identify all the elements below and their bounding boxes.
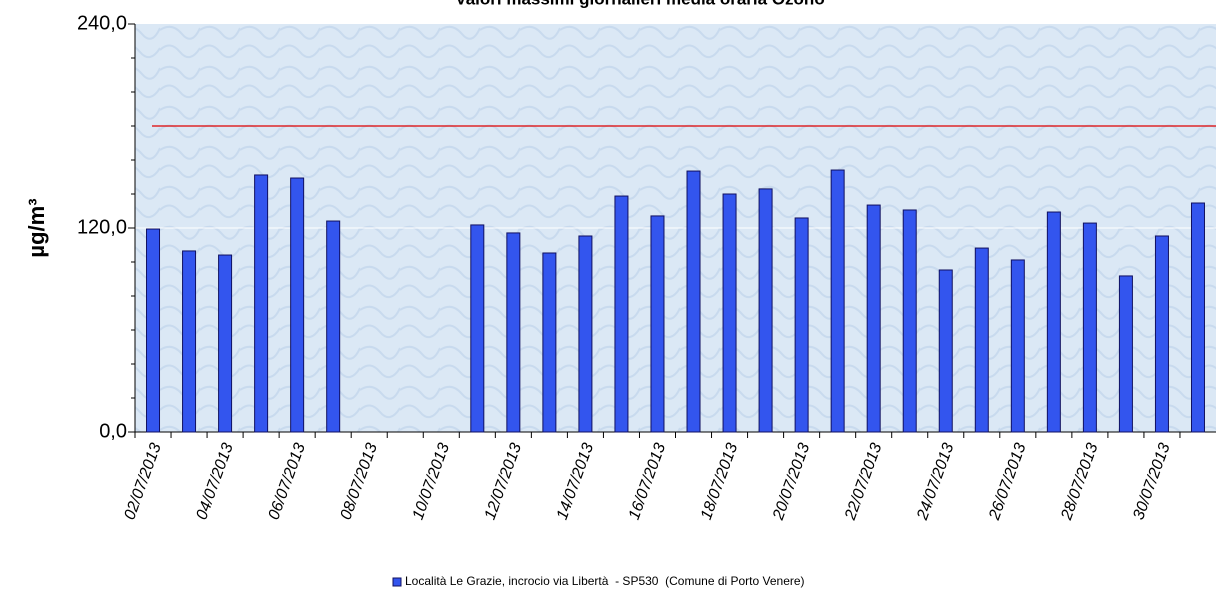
x-tick-label: 28/07/2013 [1058, 441, 1102, 523]
x-tick-label: 06/07/2013 [266, 441, 309, 522]
bar [1118, 275, 1133, 433]
x-tick-label: 30/07/2013 [1130, 441, 1173, 522]
x-tick-label: 24/07/2013 [914, 441, 958, 523]
bar [218, 254, 233, 433]
y-axis-label: µg/m³ [24, 198, 49, 257]
x-tick-label: 18/07/2013 [698, 441, 741, 522]
bar [182, 250, 197, 433]
x-tick-label: 26/07/2013 [986, 441, 1030, 523]
bar [794, 217, 809, 433]
bar [1154, 235, 1169, 433]
y-tick-label: 0,0 [99, 420, 127, 442]
x-tick-label: 04/07/2013 [193, 441, 236, 522]
bar [470, 224, 485, 433]
bar [1046, 211, 1061, 433]
bar [938, 269, 953, 433]
bar [686, 170, 701, 433]
x-tick-label: 20/07/2013 [770, 441, 814, 523]
x-tick-label: 16/07/2013 [626, 441, 669, 522]
x-tick-label: 12/07/2013 [482, 441, 525, 522]
bar [506, 232, 521, 433]
bar [614, 195, 629, 433]
y-tick-label: 120,0 [77, 216, 127, 238]
bar [902, 209, 917, 433]
bar [290, 177, 305, 433]
bar [1190, 202, 1205, 433]
y-tick-label: 240,0 [77, 12, 127, 34]
bar [146, 228, 161, 433]
x-tick-label: 08/07/2013 [338, 441, 381, 522]
bar [830, 169, 845, 433]
bar [722, 193, 737, 433]
legend-swatch [392, 577, 402, 587]
bar [650, 215, 665, 433]
bar [578, 235, 593, 433]
chart-title: Valori massimi giornalieri media oraria … [455, 0, 824, 8]
bar [1010, 259, 1025, 433]
bar [542, 252, 557, 433]
bar [974, 247, 989, 433]
x-tick-label: 22/07/2013 [842, 441, 886, 523]
bar [758, 188, 773, 433]
bar [326, 220, 341, 433]
x-tick-label: 02/07/2013 [121, 441, 164, 522]
bar [254, 174, 269, 433]
bar [1082, 222, 1097, 433]
legend-label: Località Le Grazie, incrocio via Libertà… [405, 574, 805, 588]
x-tick-label: 10/07/2013 [410, 441, 453, 522]
x-tick-label: 14/07/2013 [554, 441, 597, 522]
bar [866, 204, 881, 433]
